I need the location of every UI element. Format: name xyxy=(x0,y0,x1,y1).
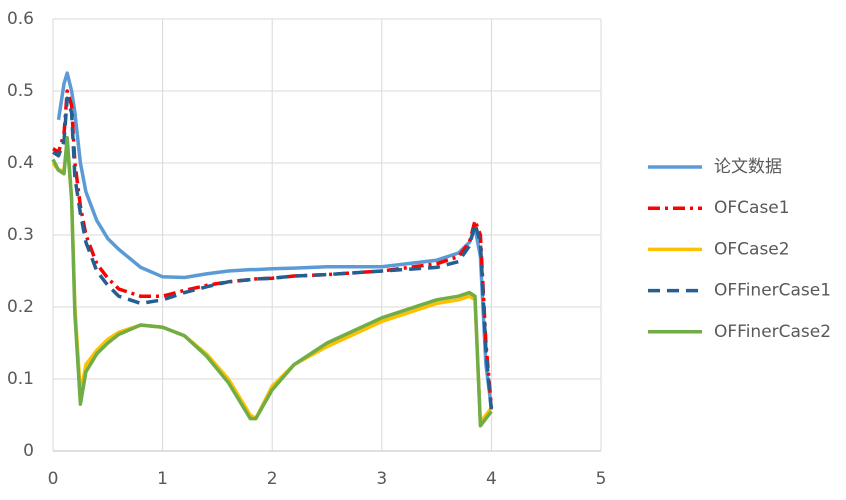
x-tick-label: 5 xyxy=(596,469,607,489)
y-tick-label: 0 xyxy=(23,441,34,461)
x-tick-label: 0 xyxy=(48,469,59,489)
legend-label: 论文数据 xyxy=(714,157,782,177)
y-tick-label: 0.5 xyxy=(7,81,34,101)
x-tick-label: 4 xyxy=(486,469,497,489)
y-tick-label: 0.1 xyxy=(7,369,34,389)
y-tick-label: 0.2 xyxy=(7,297,34,317)
series-line xyxy=(56,71,494,409)
y-tick-label: 0.3 xyxy=(7,225,34,245)
x-tick-label: 3 xyxy=(376,469,387,489)
legend-label: OFFinerCase1 xyxy=(714,281,831,301)
x-tick-label: 1 xyxy=(157,469,168,489)
series-line xyxy=(52,96,494,412)
y-tick-label: 0.6 xyxy=(7,9,34,29)
x-tick-label: 2 xyxy=(267,469,278,489)
series-line xyxy=(51,136,493,428)
legend-label: OFCase2 xyxy=(714,239,790,259)
legend-label: OFFinerCase2 xyxy=(714,322,831,342)
legend-label: OFCase1 xyxy=(714,198,790,218)
y-tick-label: 0.4 xyxy=(7,153,34,173)
